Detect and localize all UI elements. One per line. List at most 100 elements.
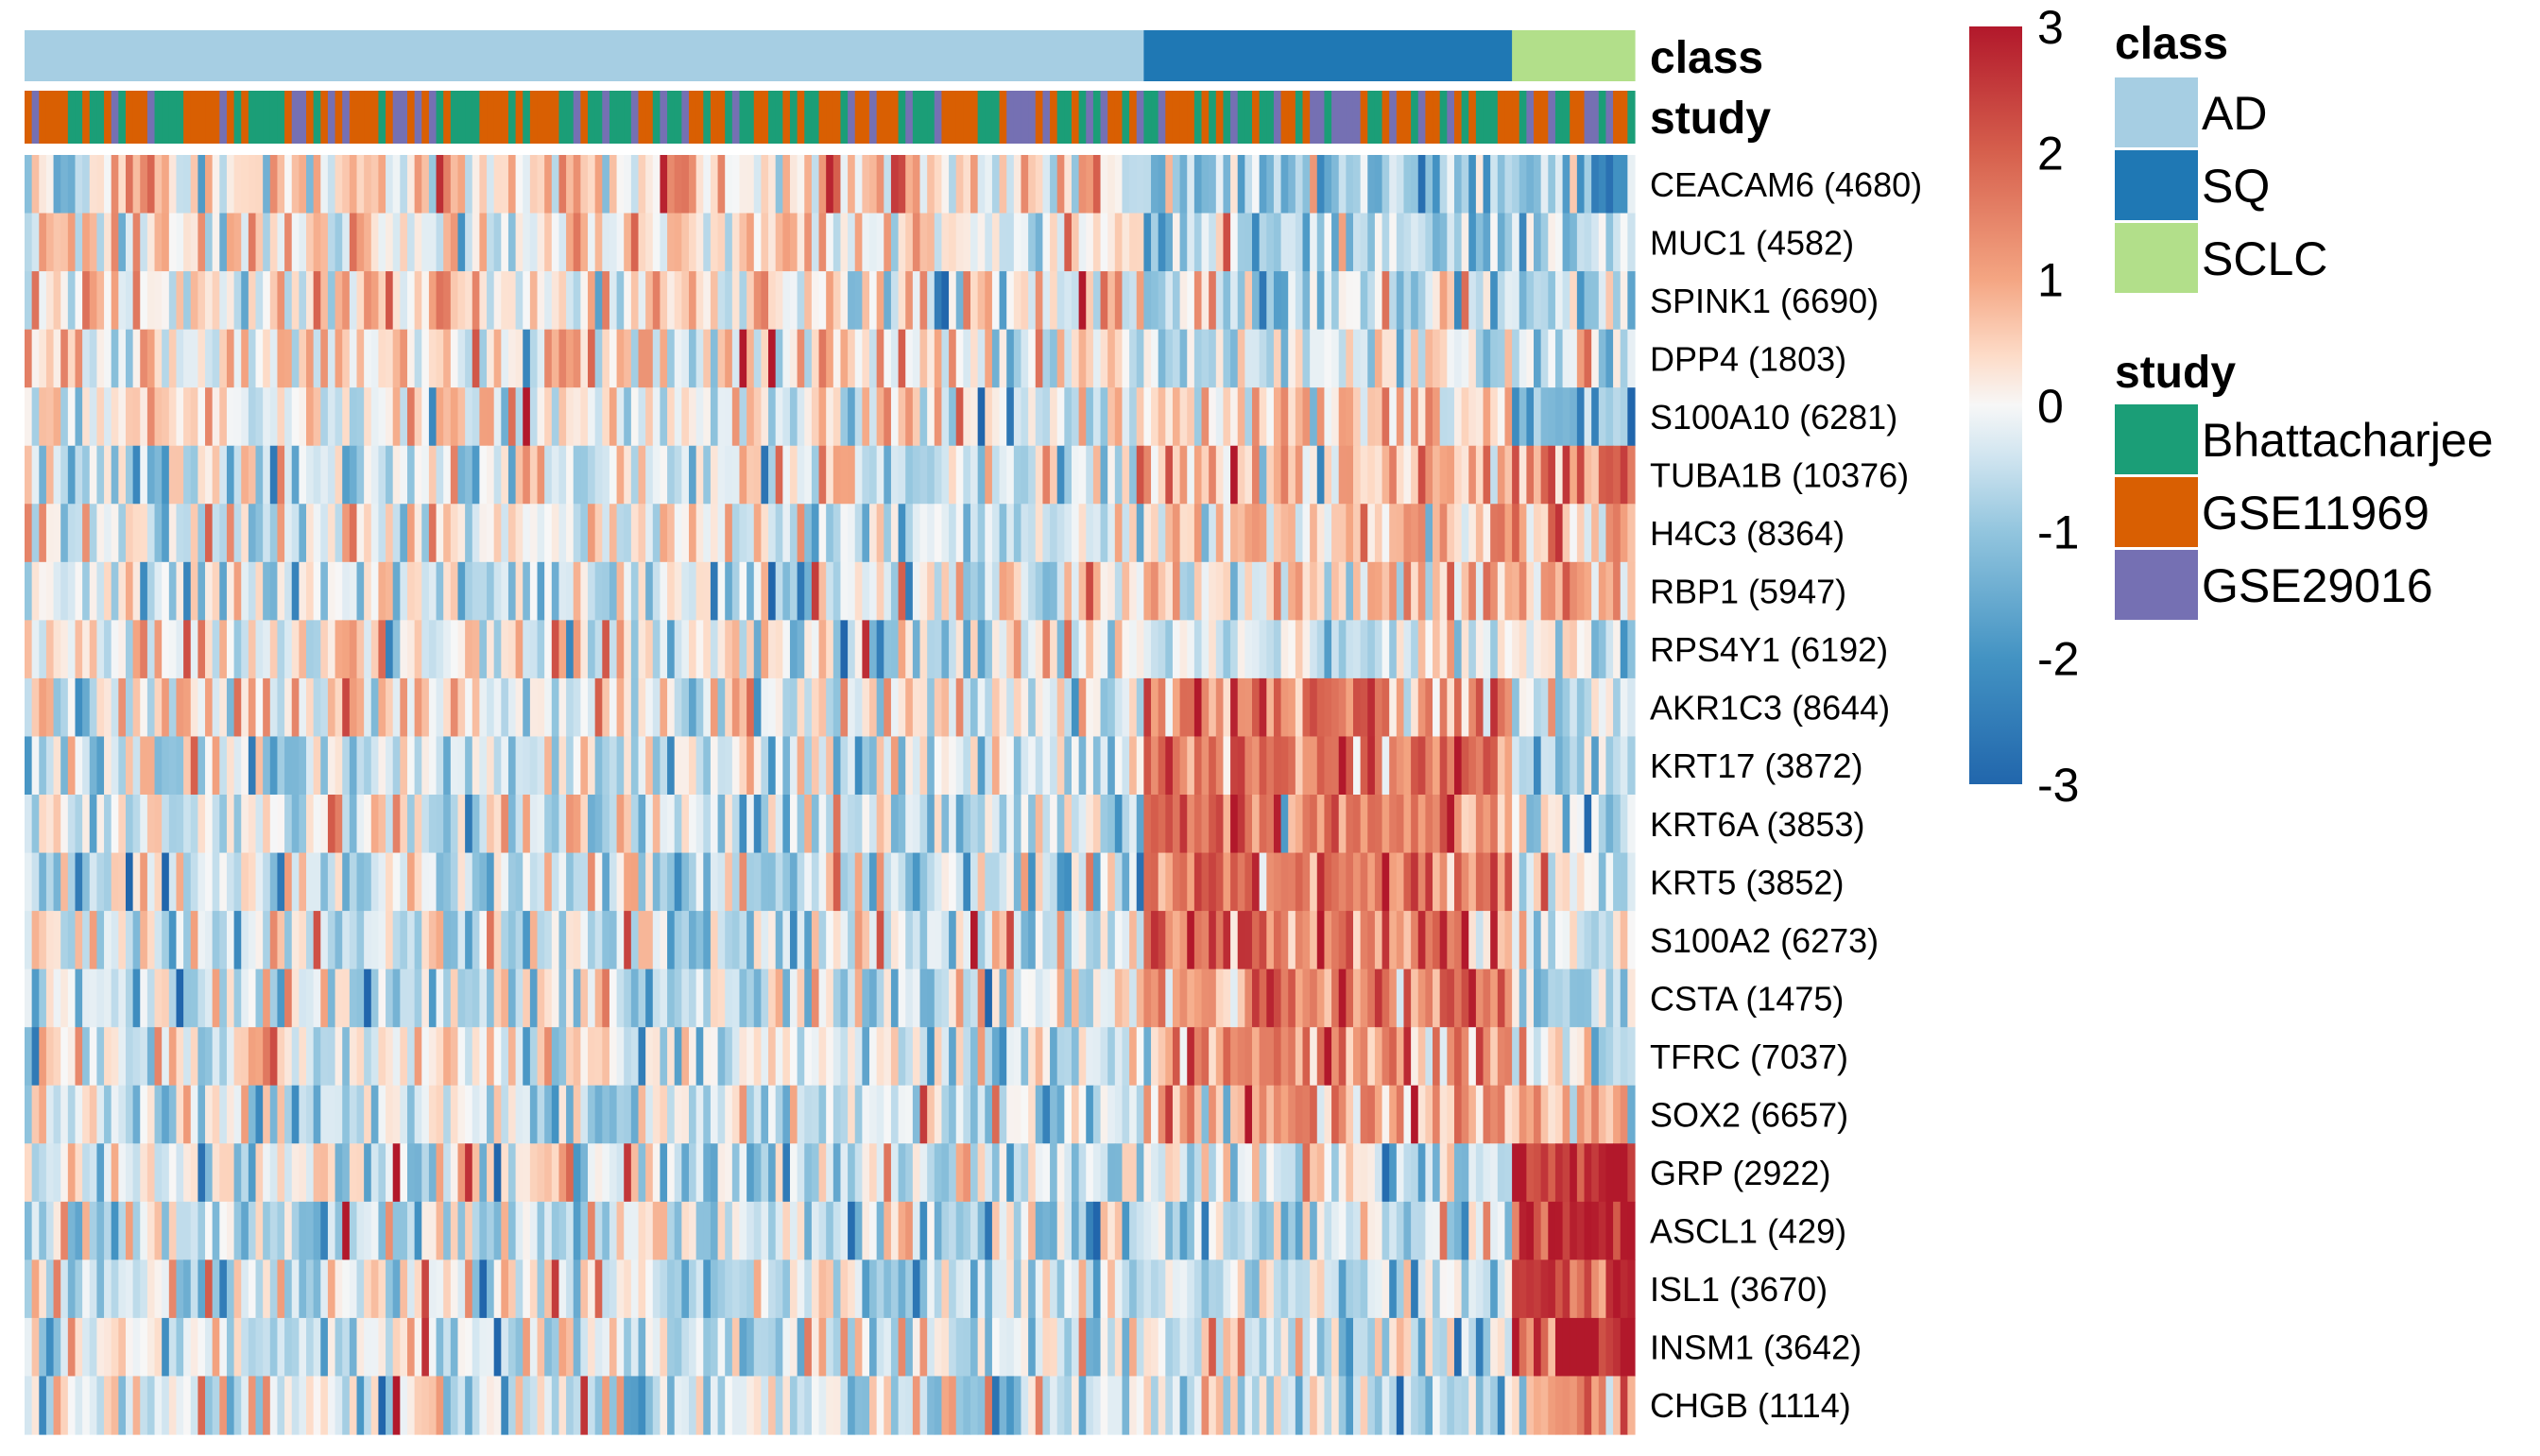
heatmap-cell <box>1143 1027 1152 1087</box>
heatmap-cell <box>515 387 523 447</box>
heatmap-cell <box>132 213 141 272</box>
heatmap-cell <box>991 561 1001 621</box>
heatmap-cell <box>977 504 986 563</box>
heatmap-cell <box>263 387 271 447</box>
heatmap-cell <box>1598 1143 1607 1203</box>
heatmap-cell <box>1129 1143 1138 1203</box>
heatmap-cell <box>566 795 575 854</box>
heatmap-cell <box>768 329 777 388</box>
heatmap-cell <box>335 795 343 854</box>
heatmap-cell <box>1280 155 1289 214</box>
heatmap-cell <box>1490 677 1499 738</box>
heatmap-cell <box>1107 561 1116 621</box>
heatmap-cell <box>501 445 509 505</box>
heatmap-cell <box>414 504 422 563</box>
heatmap-cell <box>955 504 964 563</box>
heatmap-cell <box>125 620 134 679</box>
heatmap-cell <box>45 445 55 505</box>
heatmap-cell <box>558 968 567 1028</box>
heatmap-cell <box>327 155 336 214</box>
heatmap-cell <box>493 1259 502 1319</box>
heatmap-cell <box>140 155 148 214</box>
heatmap-cell <box>277 795 285 854</box>
heatmap-cell <box>1627 1259 1636 1319</box>
heatmap-cell <box>826 213 834 272</box>
heatmap-cell <box>689 968 697 1028</box>
heatmap-cell <box>811 1201 820 1260</box>
heatmap-cell <box>1605 504 1614 563</box>
heatmap-cell <box>96 1201 105 1260</box>
heatmap-cell <box>255 852 264 912</box>
heatmap-cell <box>638 736 646 796</box>
heatmap-cell <box>949 911 957 970</box>
heatmap-cell <box>811 387 820 447</box>
heatmap-cell <box>421 1201 430 1260</box>
heatmap-cell <box>681 1317 690 1378</box>
heatmap-cell <box>977 387 986 447</box>
heatmap-cell <box>414 329 422 388</box>
heatmap-cell <box>45 1201 55 1260</box>
heatmap-cell <box>991 213 1001 272</box>
heatmap-cell <box>1425 736 1433 796</box>
heatmap-cell <box>1114 329 1124 388</box>
heatmap-cell <box>313 1027 321 1087</box>
heatmap-cell <box>465 504 473 563</box>
heatmap-cell <box>594 1027 603 1087</box>
heatmap-cell <box>1151 1259 1159 1319</box>
heatmap-cell <box>1092 1027 1102 1087</box>
heatmap-cell <box>479 271 488 331</box>
heatmap-cell <box>558 1259 567 1319</box>
heatmap-cell <box>753 1085 763 1144</box>
heatmap-cell <box>1107 387 1116 447</box>
heatmap-cell <box>96 504 105 563</box>
heatmap-cell <box>1382 1317 1390 1378</box>
heatmap-cell <box>241 561 249 621</box>
heatmap-cell <box>941 736 950 796</box>
heatmap-cell <box>75 213 83 272</box>
heatmap-cell <box>1540 1027 1549 1087</box>
study-bar-cell <box>1179 91 1188 144</box>
heatmap-cell <box>1338 155 1347 214</box>
heatmap-cell <box>934 1027 943 1087</box>
heatmap-cell <box>263 1085 271 1144</box>
heatmap-cell <box>934 1143 943 1203</box>
heatmap-cell <box>725 795 733 854</box>
heatmap-cell <box>652 736 661 796</box>
heatmap-cell <box>667 736 676 796</box>
heatmap-cell <box>406 677 416 738</box>
heatmap-cell <box>1613 911 1622 970</box>
heatmap-cell <box>544 736 553 796</box>
heatmap-cell <box>1497 329 1506 388</box>
heatmap-cell <box>1468 1201 1477 1260</box>
study-bar-cell <box>848 91 856 144</box>
heatmap-cell <box>977 620 986 679</box>
heatmap-cell <box>162 968 170 1028</box>
heatmap-cell <box>1613 795 1622 854</box>
heatmap-cell <box>104 271 112 331</box>
heatmap-cell <box>840 155 849 214</box>
heatmap-cell <box>652 1085 661 1144</box>
heatmap-cell <box>1158 155 1166 214</box>
heatmap-cell <box>970 1027 979 1087</box>
heatmap-cell <box>320 387 329 447</box>
heatmap-cell <box>1382 911 1390 970</box>
heatmap-cell <box>1316 387 1326 447</box>
heatmap-cell <box>862 445 870 505</box>
heatmap-cell <box>125 911 134 970</box>
study-bar-cell <box>277 91 285 144</box>
heatmap-cell <box>1122 561 1130 621</box>
heatmap-cell <box>660 213 668 272</box>
heatmap-cell <box>529 561 539 621</box>
heatmap-cell <box>154 1376 163 1435</box>
heatmap-cell <box>1433 1259 1441 1319</box>
heatmap-cell <box>609 736 618 796</box>
heatmap-cell <box>747 620 755 679</box>
heatmap-cell <box>205 852 214 912</box>
heatmap-cell <box>1215 795 1225 854</box>
heatmap-cell <box>1338 620 1347 679</box>
heatmap-cell <box>905 677 914 738</box>
heatmap-cell <box>1064 1143 1073 1203</box>
heatmap-cell <box>335 852 343 912</box>
heatmap-cell <box>905 1143 914 1203</box>
heatmap-cell <box>472 911 480 970</box>
